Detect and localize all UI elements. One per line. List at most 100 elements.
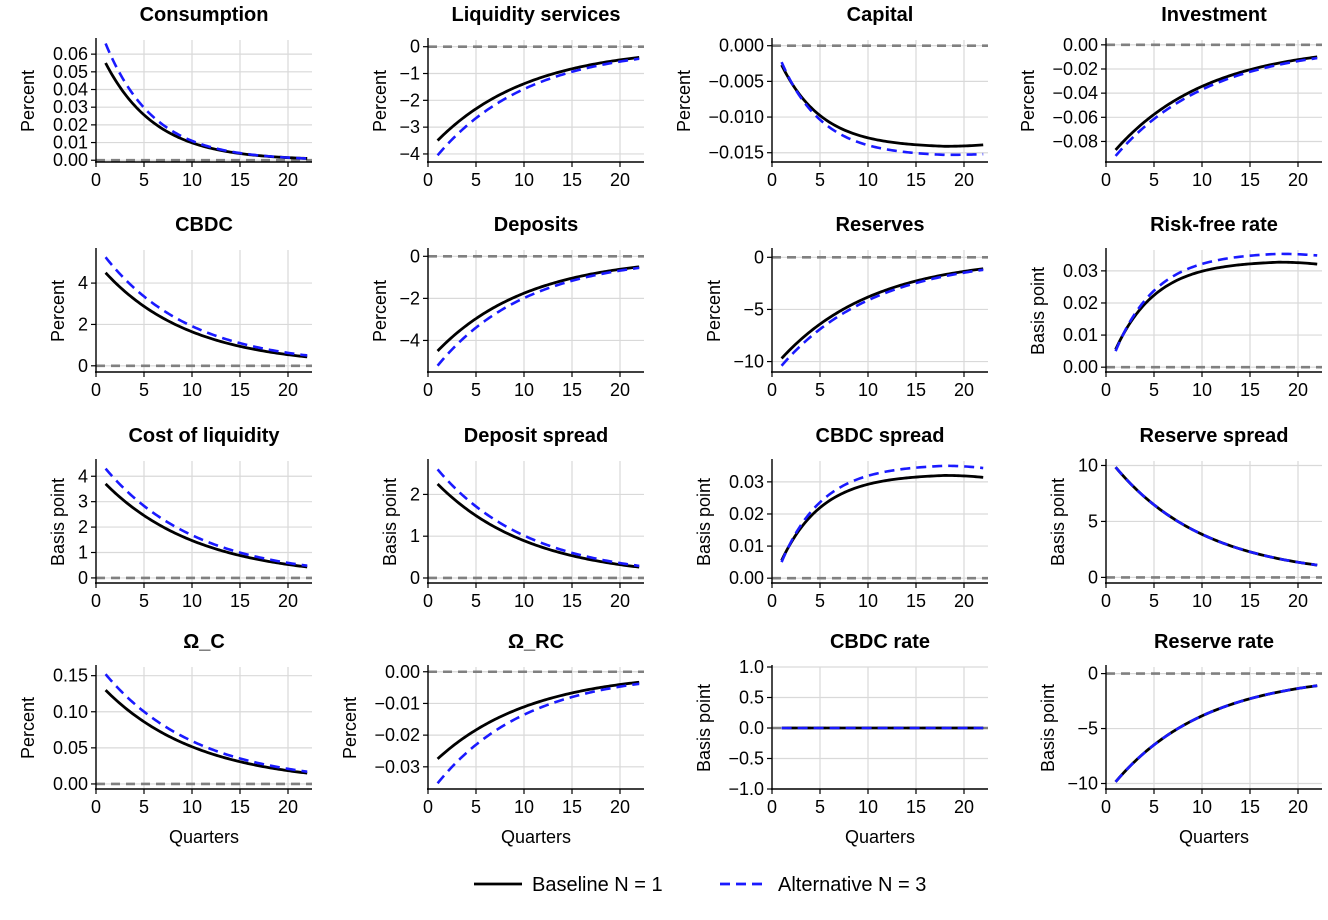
panel-title: Investment xyxy=(1161,4,1267,26)
y-tick-label: −10 xyxy=(733,352,764,372)
x-tick-label: 0 xyxy=(1101,797,1111,817)
y-tick-label: 0.5 xyxy=(739,688,764,708)
panel-title: CBDC xyxy=(175,214,233,236)
x-tick-label: 15 xyxy=(230,797,250,817)
x-tick-label: 15 xyxy=(562,797,582,817)
y-tick-label: 0.02 xyxy=(53,115,88,135)
baseline-series-line xyxy=(104,689,308,775)
panel-title: CBDC rate xyxy=(830,631,930,653)
x-tick-label: 0 xyxy=(423,797,433,817)
baseline-series-line xyxy=(1114,260,1318,351)
x-tick-label: 10 xyxy=(1192,797,1212,817)
y-tick-label: 0.03 xyxy=(729,472,764,492)
panel-capital: 0 5 10 15 20 0.000 −0.005 −0.010 −0.015 Capital Pe… xyxy=(674,4,988,190)
x-tick-label: 10 xyxy=(1192,591,1212,611)
y-tick-label: −0.08 xyxy=(1052,131,1098,151)
y-tick-label: 0.00 xyxy=(1063,357,1098,377)
x-tick-label: 5 xyxy=(139,591,149,611)
alternative-series-line xyxy=(436,468,640,568)
y-axis-label: Percent xyxy=(340,697,360,759)
y-tick-label: 5 xyxy=(1088,511,1098,531)
y-tick-label: 0.01 xyxy=(1063,325,1098,345)
alternative-series-line xyxy=(104,43,308,160)
panel-investment: 0 5 10 15 20 0.00 −0.02 −0.04 −0.06 −0.08 Investme… xyxy=(1018,4,1322,190)
alternative-series-line xyxy=(436,266,640,367)
x-tick-label: 15 xyxy=(1240,170,1260,190)
y-tick-label: −0.04 xyxy=(1052,83,1098,103)
x-tick-label: 10 xyxy=(858,380,878,400)
y-tick-label: 0.00 xyxy=(729,568,764,588)
y-tick-label: −0.015 xyxy=(708,143,764,163)
y-tick-label: −3 xyxy=(399,117,420,137)
x-tick-label: 10 xyxy=(858,797,878,817)
x-tick-label: 0 xyxy=(767,380,777,400)
x-tick-label: 10 xyxy=(514,591,534,611)
y-tick-label: −0.03 xyxy=(374,757,420,777)
panel-reserve-spread: 0 5 10 15 20 0 5 10 Reserve spread Basis point xyxy=(1048,425,1322,611)
y-tick-label: 0.0 xyxy=(739,718,764,738)
y-tick-label: −1 xyxy=(399,64,420,84)
panel-title: Deposits xyxy=(494,214,578,236)
y-tick-label: 0.02 xyxy=(1063,293,1098,313)
y-tick-label: −5 xyxy=(1077,719,1098,739)
y-tick-label: 2 xyxy=(410,484,420,504)
x-tick-label: 15 xyxy=(1240,591,1260,611)
baseline-series-line xyxy=(1114,466,1318,567)
panel-cbdc: 0 5 10 15 20 0 2 4 CBDC Percent xyxy=(48,214,312,400)
y-axis-label: Basis point xyxy=(694,478,714,566)
y-tick-label: 4 xyxy=(78,273,88,293)
panel-title: Reserve rate xyxy=(1154,631,1274,653)
y-axis-label: Basis point xyxy=(1038,684,1058,772)
legend-item-baseline-n-1: Baseline N = 1 xyxy=(474,874,663,896)
x-tick-label: 15 xyxy=(906,380,926,400)
x-tick-label: 20 xyxy=(278,170,298,190)
y-tick-label: 0 xyxy=(410,246,420,266)
y-tick-label: 0 xyxy=(1088,664,1098,684)
alternative-series-line xyxy=(104,467,308,568)
y-tick-label: 0.05 xyxy=(53,62,88,82)
x-tick-label: 10 xyxy=(182,797,202,817)
y-tick-label: 0.03 xyxy=(53,97,88,117)
y-tick-label: −2 xyxy=(399,90,420,110)
y-tick-label: 0.06 xyxy=(53,44,88,64)
y-axis-label: Basis point xyxy=(380,478,400,566)
x-tick-label: 0 xyxy=(91,380,101,400)
x-tick-label: 10 xyxy=(182,170,202,190)
y-tick-label: 0 xyxy=(1088,567,1098,587)
baseline-series-line xyxy=(780,64,984,148)
alternative-series-line xyxy=(780,464,984,563)
panel-cost-of-liquidity: 0 5 10 15 20 0 1 2 3 4 Cost of liquidity Basis poin… xyxy=(48,425,312,611)
x-tick-label: 5 xyxy=(815,797,825,817)
y-tick-label: −0.06 xyxy=(1052,107,1098,127)
y-axis-label: Percent xyxy=(704,280,724,342)
y-tick-label: −0.02 xyxy=(1052,59,1098,79)
alternative-series-line xyxy=(1114,684,1318,783)
legend: Baseline N = 1 Alternative N = 3 xyxy=(474,874,926,896)
y-axis-label: Basis point xyxy=(694,684,714,772)
panel-reserve-rate: 0 5 10 15 20 0 −5 −10 Reserve rate Basis point Qua… xyxy=(1038,631,1322,847)
y-tick-label: −4 xyxy=(399,144,420,164)
y-tick-label: 0.03 xyxy=(1063,261,1098,281)
panel-cbdc-spread: 0 5 10 15 20 0.00 0.01 0.02 0.03 CBDC spread Basis… xyxy=(694,425,988,611)
x-tick-label: 20 xyxy=(610,591,630,611)
panel-liquidity-services: 0 5 10 15 20 0 −1 −2 −3 −4 Liquidity services Perce… xyxy=(370,4,644,190)
x-tick-label: 0 xyxy=(423,591,433,611)
x-tick-label: 20 xyxy=(954,797,974,817)
x-tick-label: 0 xyxy=(1101,380,1111,400)
y-axis-label: Basis point xyxy=(48,478,68,566)
x-tick-label: 10 xyxy=(514,797,534,817)
y-axis-label: Percent xyxy=(18,70,38,132)
x-tick-label: 20 xyxy=(1288,591,1308,611)
y-tick-label: 2 xyxy=(78,517,88,537)
y-tick-label: −2 xyxy=(399,288,420,308)
x-tick-label: 15 xyxy=(230,170,250,190)
x-tick-label: 10 xyxy=(182,591,202,611)
panel-title: Ω_RC xyxy=(508,631,564,653)
y-axis-label: Percent xyxy=(674,70,694,132)
x-tick-label: 10 xyxy=(858,170,878,190)
x-tick-label: 15 xyxy=(562,591,582,611)
y-tick-label: 0.04 xyxy=(53,80,88,100)
y-tick-label: 0.15 xyxy=(53,666,88,686)
baseline-series-line xyxy=(104,62,308,160)
y-tick-label: 0 xyxy=(78,568,88,588)
